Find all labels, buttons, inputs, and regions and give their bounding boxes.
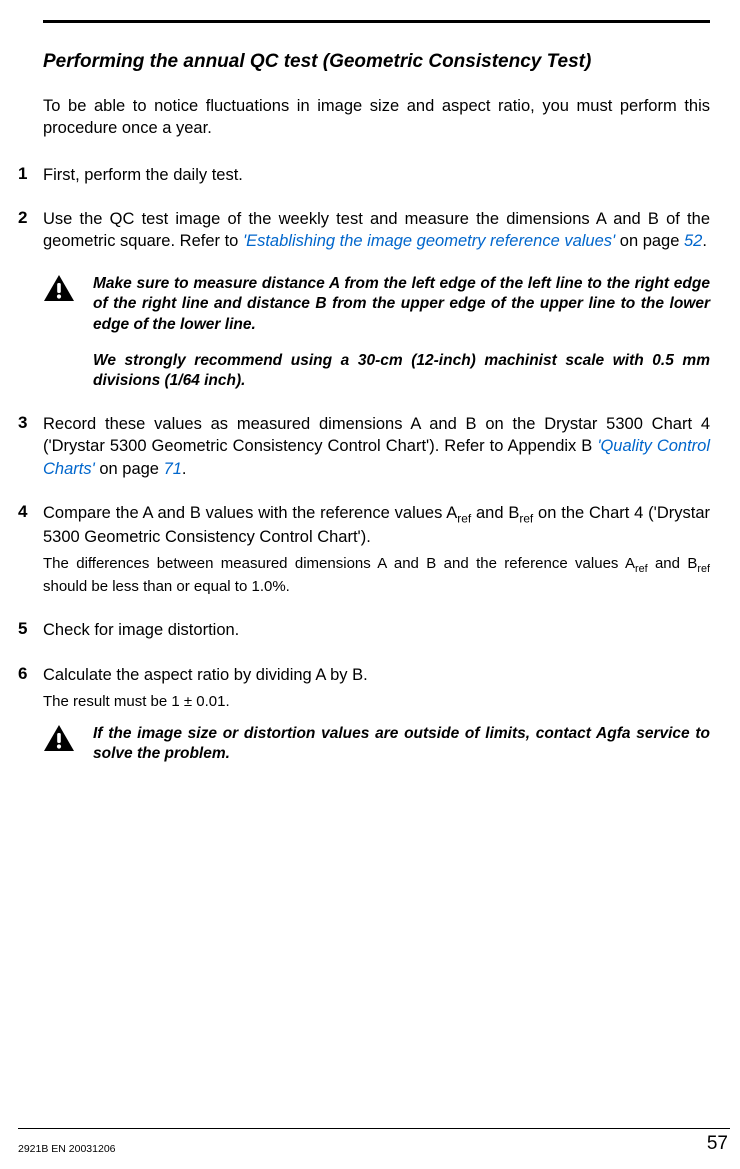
step-body: Compare the A and B values with the refe… <box>43 502 710 597</box>
top-rule <box>43 20 710 23</box>
page-footer: 2921B EN 20031206 57 <box>18 1128 730 1155</box>
step-4: 4 Compare the A and B values with the re… <box>18 502 710 597</box>
warning-out-of-limits: If the image size or distortion values a… <box>43 724 710 764</box>
section-heading: Performing the annual QC test (Geometric… <box>43 51 710 73</box>
link-geometry-ref[interactable]: 'Establishing the image geometry referen… <box>243 232 615 250</box>
step-text: First, perform the daily test. <box>43 164 710 186</box>
step-body: First, perform the daily test. <box>43 164 710 186</box>
step-5: 5 Check for image distortion. <box>18 619 710 641</box>
doc-id: 2921B EN 20031206 <box>18 1143 116 1155</box>
link-page-52[interactable]: 52 <box>684 232 702 250</box>
step-2: 2 Use the QC test image of the weekly te… <box>18 208 710 253</box>
page-number: 57 <box>707 1133 728 1155</box>
step-6: 6 Calculate the aspect ratio by dividing… <box>18 664 710 713</box>
step-text: Record these values as measured dimensio… <box>43 413 710 480</box>
warning-icon <box>43 724 93 764</box>
warning-p1: Make sure to measure distance A from the… <box>93 274 710 334</box>
warning-text: Make sure to measure distance A from the… <box>93 274 710 391</box>
step-body: Use the QC test image of the weekly test… <box>43 208 710 253</box>
step-text-secondary: The result must be 1 ± 0.01. <box>43 692 710 712</box>
footer-rule <box>18 1128 730 1129</box>
step-3: 3 Record these values as measured dimens… <box>18 413 710 480</box>
step-text: Check for image distortion. <box>43 619 710 641</box>
step-number: 2 <box>18 208 43 253</box>
step-number: 4 <box>18 502 43 597</box>
step-number: 6 <box>18 664 43 713</box>
step-text-secondary: The differences between measured dimensi… <box>43 554 710 597</box>
warning-p2: We strongly recommend using a 30-cm (12-… <box>93 351 710 391</box>
step-body: Calculate the aspect ratio by dividing A… <box>43 664 710 713</box>
warning-icon <box>43 274 93 391</box>
step-number: 3 <box>18 413 43 480</box>
step-body: Record these values as measured dimensio… <box>43 413 710 480</box>
step-number: 5 <box>18 619 43 641</box>
step-text: Calculate the aspect ratio by dividing A… <box>43 664 710 686</box>
warning-p1: If the image size or distortion values a… <box>93 724 710 764</box>
warning-text: If the image size or distortion values a… <box>93 724 710 764</box>
step-text: Use the QC test image of the weekly test… <box>43 208 710 253</box>
warning-measurement: Make sure to measure distance A from the… <box>43 274 710 391</box>
step-number: 1 <box>18 164 43 186</box>
intro-text: To be able to notice fluctuations in ima… <box>43 95 710 140</box>
step-1: 1 First, perform the daily test. <box>18 164 710 186</box>
step-body: Check for image distortion. <box>43 619 710 641</box>
link-page-71[interactable]: 71 <box>164 460 182 478</box>
step-text: Compare the A and B values with the refe… <box>43 502 710 549</box>
